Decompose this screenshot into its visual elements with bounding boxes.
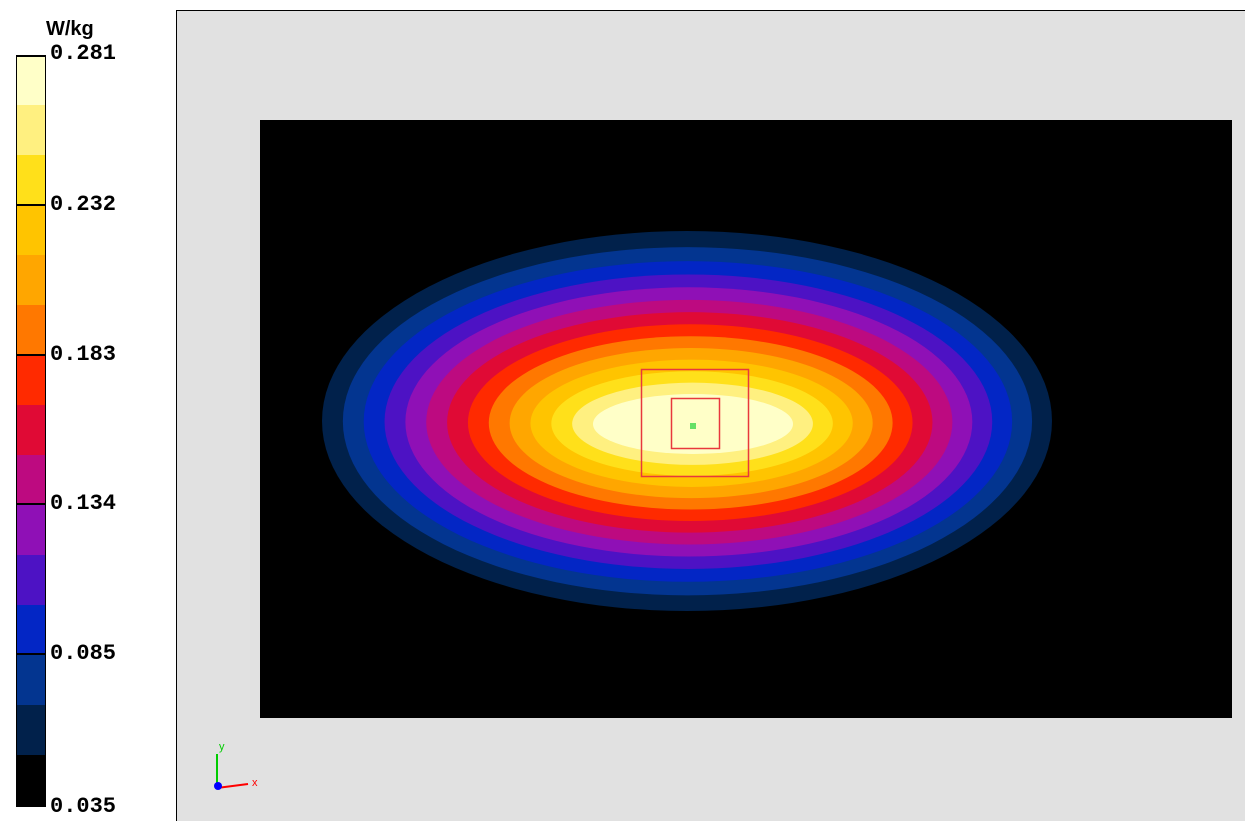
colorbar-swatch [17, 554, 45, 605]
colorbar-tick [16, 353, 46, 356]
colorbar [16, 54, 46, 806]
colorbar-swatch [17, 654, 45, 705]
colorbar-swatch [17, 204, 45, 255]
colorbar-swatch [17, 254, 45, 305]
colorbar-tick [16, 652, 46, 655]
peak-marker [690, 423, 696, 429]
colorbar-tick-label: 0.281 [50, 41, 117, 66]
inner-scan-box [670, 397, 721, 450]
axis-triad-x-label: x [252, 777, 258, 789]
colorbar-swatch [17, 54, 45, 105]
colorbar-tick [16, 503, 46, 506]
colorbar-tick-label: 0.035 [50, 794, 117, 819]
colorbar-tick [16, 55, 46, 57]
colorbar-tick-label: 0.183 [50, 341, 117, 367]
colorbar-swatch [17, 704, 45, 755]
colorbar-tick-label: 0.085 [50, 640, 117, 666]
colorbar-swatch [17, 754, 45, 805]
colorbar-tick-label: 0.232 [50, 192, 117, 218]
axis-triad: y x [214, 741, 258, 790]
outer-scan-box [640, 368, 750, 478]
colorbar-swatch [17, 154, 45, 205]
axis-triad-y-label: y [219, 741, 225, 753]
colorbar-swatch [17, 504, 45, 555]
colorbar-swatch [17, 104, 45, 155]
sar-distribution-plot [260, 120, 1232, 718]
colorbar-legend: W/kg 0.281 0.232 0.183 0.134 0.085 0.035 [0, 0, 175, 821]
axis-triad-x-line [216, 783, 249, 789]
colorbar-swatch [17, 404, 45, 455]
colorbar-swatch [17, 604, 45, 655]
colorbar-swatch [17, 304, 45, 355]
colorbar-unit-label: W/kg [46, 18, 94, 40]
colorbar-tick [16, 204, 46, 207]
colorbar-swatch [17, 454, 45, 505]
colorbar-tick [16, 805, 46, 807]
colorbar-swatch [17, 354, 45, 405]
colorbar-tick-label: 0.134 [50, 491, 117, 517]
axis-triad-z-marker [214, 782, 222, 790]
plot-viewport[interactable] [176, 10, 1245, 821]
